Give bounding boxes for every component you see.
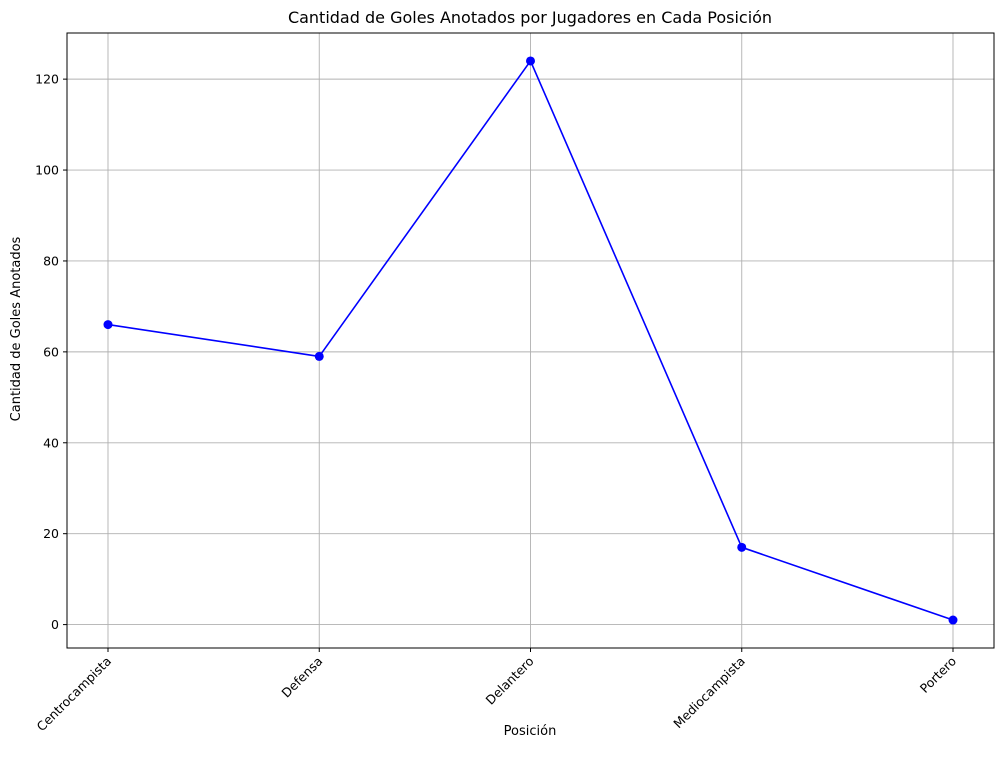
data-point	[737, 542, 747, 552]
x-axis-label: Posición	[504, 724, 557, 739]
y-tick-label: 120	[35, 72, 59, 87]
y-tick-label: 40	[43, 435, 59, 450]
data-point	[103, 320, 113, 330]
y-tick-label: 80	[43, 253, 59, 268]
chart-title: Cantidad de Goles Anotados por Jugadores…	[288, 8, 772, 27]
y-tick-label: 0	[51, 617, 59, 632]
series	[103, 56, 958, 625]
y-tick-label: 100	[35, 163, 59, 178]
data-point	[314, 351, 324, 361]
data-point	[526, 56, 535, 66]
data-point	[948, 615, 958, 625]
y-tick-label: 20	[43, 526, 59, 541]
grid	[67, 33, 994, 648]
y-axis-label: Cantidad de Goles Anotados	[9, 236, 24, 421]
y-tick-label: 60	[43, 344, 59, 359]
